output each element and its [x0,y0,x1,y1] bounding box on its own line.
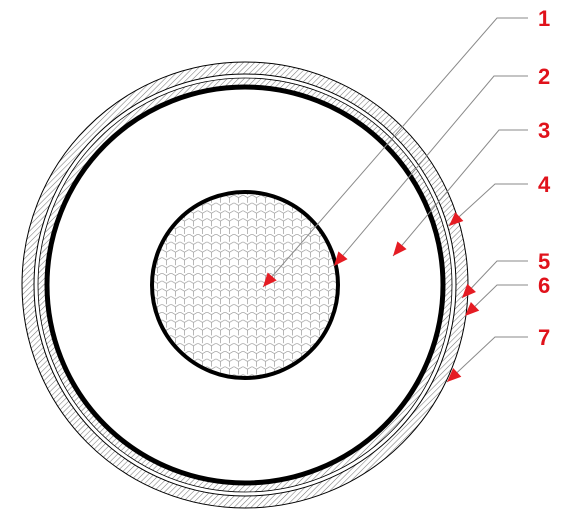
arrow-icon-6 [465,301,480,316]
callout-label-1: 1 [538,6,550,31]
arrow-icon-1 [263,272,277,287]
callout-label-4: 4 [538,172,551,197]
leader-line-5 [461,260,528,299]
callout-labels: 1 2 3 4 56 7 [538,6,551,350]
leader-line-3 [392,129,528,257]
arrow-icon-7 [447,368,462,382]
insulation-screen [44,84,446,486]
leader-line-4 [448,183,528,227]
callout-label-2: 2 [538,64,550,89]
callout-label-6: 6 [538,273,550,298]
leader-lines [262,17,528,383]
arrow-icon-4 [449,212,464,226]
arrow-icon-5 [462,283,476,298]
callout-label-3: 3 [538,118,550,143]
arrow-icon-2 [334,251,348,266]
leader-line-1 [262,17,528,288]
conductor-screen [150,190,340,380]
leader-line-6 [464,284,528,317]
callout-label-5: 5 [538,249,550,274]
callout-label-7: 7 [538,325,550,350]
arrow-icon-3 [393,241,407,256]
leader-line-7 [446,336,528,383]
leader-line-2 [333,75,528,267]
conductor-strands [152,192,338,378]
